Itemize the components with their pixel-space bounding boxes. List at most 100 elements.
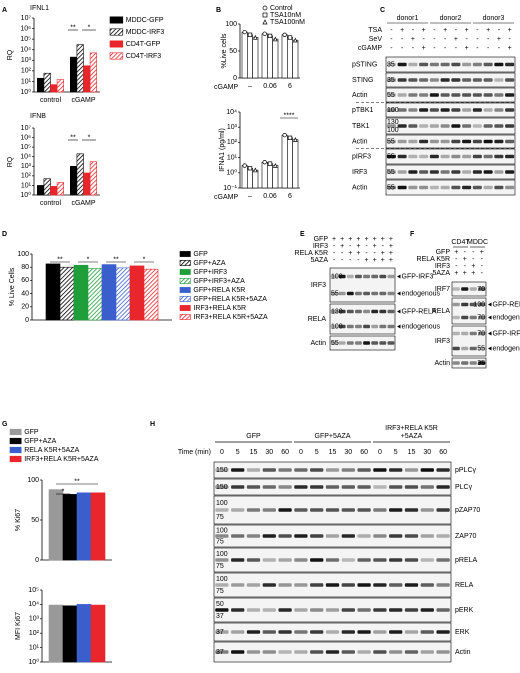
band: [262, 608, 276, 612]
band: [429, 185, 439, 190]
condition-sign: -: [498, 27, 501, 34]
band: [355, 341, 362, 345]
band: [494, 93, 504, 97]
band: [420, 534, 434, 538]
band: [246, 630, 261, 634]
band: [440, 170, 450, 174]
bar: [87, 268, 103, 321]
arrow-label: endogenous: [402, 323, 441, 330]
condition-label: IRF3: [313, 243, 328, 250]
band: [478, 287, 486, 291]
band: [462, 124, 472, 128]
condition-label: 5AZA: [310, 257, 328, 264]
band: [330, 324, 338, 329]
band: [215, 534, 229, 538]
y-tick-label: 60: [21, 277, 29, 284]
band: [278, 558, 292, 562]
band: [278, 650, 292, 654]
legend-label: GFP: [193, 251, 208, 258]
condition-sign: +: [381, 250, 385, 257]
band: [494, 154, 504, 159]
band: [338, 274, 346, 279]
band: [278, 534, 292, 538]
bar: [241, 165, 248, 189]
legend-label: CD4T-IRF3: [126, 53, 162, 60]
time-value: 0: [220, 449, 224, 456]
band: [462, 108, 472, 112]
band: [452, 302, 460, 307]
y-tick-label: 10²: [21, 173, 32, 180]
legend-label: IRF3+RELA K5R+5AZA: [193, 314, 268, 321]
bar: [45, 263, 61, 321]
band: [379, 274, 387, 279]
legend-label: CD4T-GFP: [126, 41, 161, 48]
band: [357, 485, 371, 489]
band: [505, 62, 515, 67]
band: [387, 324, 395, 329]
condition-sign: +: [381, 257, 385, 264]
band: [469, 361, 477, 365]
condition-sign: -: [333, 250, 336, 257]
size-marker: 130: [387, 119, 399, 126]
size-marker: 75: [216, 588, 224, 595]
band: [386, 78, 396, 82]
condition-sign: +: [465, 45, 469, 52]
band: [440, 78, 450, 82]
band: [355, 324, 362, 329]
band: [389, 650, 403, 654]
band: [420, 485, 434, 489]
condition-label: 5AZA: [432, 270, 450, 277]
y-tick-label: 10³: [21, 163, 32, 170]
time-value: 5: [394, 449, 398, 456]
band: [462, 139, 472, 144]
legend-swatch: [9, 455, 22, 463]
band: [215, 583, 229, 587]
size-marker: 130: [331, 308, 343, 315]
row-label: IRF3: [352, 169, 367, 176]
marker: [287, 135, 293, 140]
arrowhead: [397, 291, 401, 296]
band: [389, 583, 403, 587]
condition-sign: -: [365, 250, 368, 257]
y-tick-label: 10³: [21, 57, 32, 64]
blot-frame: [385, 134, 516, 149]
y-tick-label: 10⁵: [20, 36, 31, 43]
bar: [247, 34, 253, 79]
row-label: IRF7: [435, 286, 450, 293]
marker: [252, 34, 258, 40]
band: [215, 630, 229, 634]
band: [363, 274, 370, 279]
bar: [281, 34, 288, 79]
band: [294, 508, 308, 512]
size-marker: 35: [477, 360, 485, 367]
band: [505, 154, 515, 159]
size-marker: 55: [387, 184, 395, 191]
condition-sign: -: [390, 36, 393, 43]
band: [341, 485, 355, 489]
band: [246, 534, 261, 538]
band: [373, 534, 387, 538]
condition-sign: -: [481, 263, 484, 270]
band: [505, 93, 515, 97]
legend-label: GFP+IRF3+AZA: [193, 278, 245, 285]
band: [494, 170, 504, 174]
y-tick-label: 50: [31, 517, 39, 524]
time-value: 0: [299, 449, 303, 456]
y-axis-label: IFNA1 (pg/ml): [219, 128, 226, 172]
condition-sign: -: [444, 36, 447, 43]
band: [373, 630, 387, 634]
band: [440, 185, 450, 190]
band: [404, 583, 419, 587]
band: [373, 650, 387, 654]
condition-sign: +: [365, 236, 369, 243]
arrowhead: [488, 331, 492, 336]
band: [379, 324, 387, 329]
y-axis-label: RQ: [7, 156, 14, 167]
bar: [115, 267, 131, 321]
band: [373, 583, 387, 587]
arrowhead: [488, 346, 492, 351]
blot-frame: [451, 297, 487, 325]
arrow-label: GFP-RELA: [402, 308, 437, 315]
band: [387, 309, 395, 314]
significance-label: *: [88, 24, 91, 31]
